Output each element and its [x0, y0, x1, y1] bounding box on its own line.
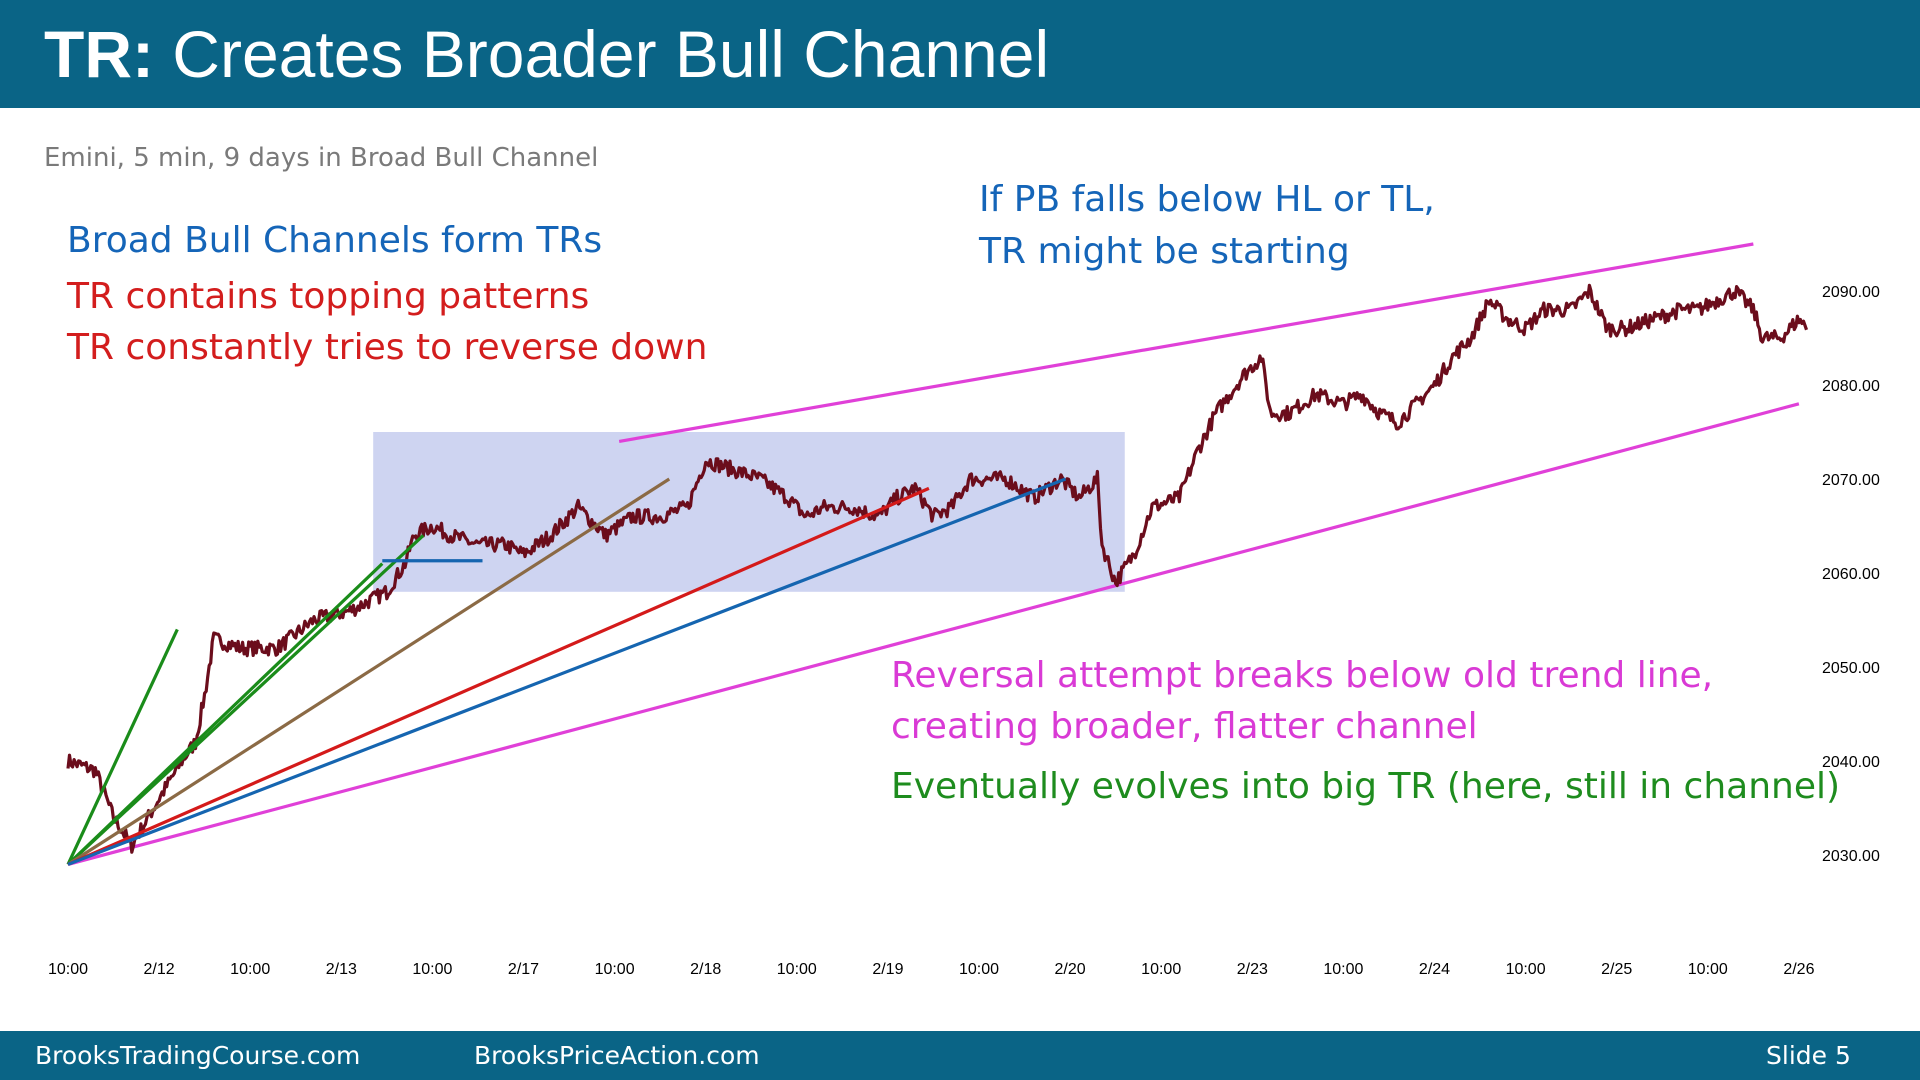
trend-line-brown: [67, 477, 671, 866]
slide-title-bold: TR:: [44, 17, 154, 91]
annotation-pb-line2: TR might be starting: [979, 231, 1350, 272]
x-tick-label: 2/23: [1237, 961, 1268, 978]
annotation-reversal-line1: Reversal attempt breaks below old trend …: [891, 655, 1714, 696]
x-tick-label: 10:00: [595, 961, 635, 978]
y-tick-label: 2050.00: [1822, 660, 1880, 677]
x-tick-label: 2/24: [1419, 961, 1450, 978]
x-tick-label: 2/12: [144, 961, 175, 978]
x-tick-label: 2/19: [872, 961, 903, 978]
y-tick-label: 2030.00: [1822, 848, 1880, 865]
annotation-eventually: Eventually evolves into big TR (here, st…: [891, 766, 1841, 807]
trading-range-box: [373, 432, 1125, 592]
trend-line-green-3: [66, 562, 384, 866]
annotation-reverse-down: TR constantly tries to reverse down: [67, 327, 708, 368]
x-tick-label: 2/17: [508, 961, 539, 978]
x-tick-label: 10:00: [1688, 961, 1728, 978]
slide-number: Slide 5: [1766, 1041, 1851, 1070]
chart-subtitle: Emini, 5 min, 9 days in Broad Bull Chann…: [44, 143, 599, 173]
trend-line-green-1: [66, 628, 179, 866]
y-tick-label: 2090.00: [1822, 284, 1880, 301]
footer-left-link[interactable]: BrooksTradingCourse.com: [35, 1041, 361, 1070]
x-tick-label: 10:00: [230, 961, 270, 978]
y-tick-label: 2080.00: [1822, 378, 1880, 395]
x-tick-label: 2/13: [326, 961, 357, 978]
footer-bar: BrooksTradingCourse.com BrooksPriceActio…: [0, 1031, 1920, 1080]
x-tick-label: 10:00: [1141, 961, 1181, 978]
price-series-line: [66, 283, 1809, 854]
trend-line-blue: [67, 477, 1067, 866]
x-tick-label: 10:00: [1506, 961, 1546, 978]
footer-center-link[interactable]: BrooksPriceAction.com: [474, 1041, 760, 1070]
annotation-pb-line1: If PB falls below HL or TL,: [979, 179, 1435, 220]
x-tick-label: 2/18: [690, 961, 721, 978]
trend-line-channel-lower: [67, 402, 1800, 866]
trend-line-channel-upper: [618, 242, 1754, 443]
price-chart: 2090.00 2080.00 2070.00 2060.00 2050.00 2040.…: [48, 242, 1880, 978]
annotation-broad-channels: Broad Bull Channels form TRs: [67, 220, 603, 261]
x-tick-label: 10:00: [959, 961, 999, 978]
header-bar: TR: Creates Broader Bull Channel: [0, 0, 1920, 108]
x-tick-label: 2/26: [1783, 961, 1814, 978]
trend-line-red: [67, 486, 930, 866]
slide-title-rest: Creates Broader Bull Channel: [153, 17, 1050, 91]
y-tick-label: 2040.00: [1822, 754, 1880, 771]
y-tick-label: 2070.00: [1822, 472, 1880, 489]
annotation-topping: TR contains topping patterns: [67, 276, 590, 317]
y-tick-label: 2060.00: [1822, 566, 1880, 583]
x-tick-label: 10:00: [777, 961, 817, 978]
x-tick-label: 10:00: [1323, 961, 1363, 978]
x-tick-label: 10:00: [412, 961, 452, 978]
slide-title: TR: Creates Broader Bull Channel: [44, 14, 1049, 94]
x-tick-label: 2/25: [1601, 961, 1632, 978]
x-tick-label: 10:00: [48, 961, 88, 978]
x-tick-label: 2/20: [1055, 961, 1086, 978]
annotation-reversal-line2: creating broader, flatter channel: [891, 706, 1478, 747]
